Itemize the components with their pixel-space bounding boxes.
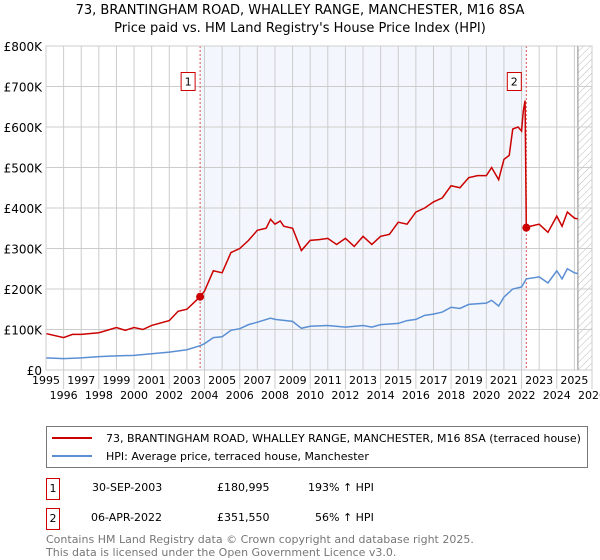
transaction-hpi: 56% ↑ HPI: [315, 511, 374, 524]
transaction-price: £351,550: [217, 511, 270, 524]
y-tick-label: £800K: [4, 40, 44, 54]
marker-badge: [180, 72, 196, 91]
x-tick-label: 2005: [208, 374, 236, 387]
x-tick-label: 2001: [138, 374, 166, 387]
x-tick-label: 1997: [67, 374, 95, 387]
transaction-price: £180,995: [217, 481, 270, 494]
marker-badge: [506, 72, 522, 91]
x-tick-label: 2022: [508, 389, 536, 402]
x-tick-label: 2023: [525, 374, 553, 387]
chart-title: 73, BRANTINGHAM ROAD, WHALLEY RANGE, MAN…: [75, 3, 525, 18]
x-tick-label: 2021: [490, 374, 518, 387]
x-tick-label: 2026: [578, 389, 600, 402]
x-tick-label: 2024: [543, 389, 571, 402]
y-tick-label: £300K: [4, 243, 44, 257]
x-tick-label: 2004: [191, 389, 219, 402]
x-tick-label: 2025: [560, 374, 588, 387]
y-tick-label: £0: [27, 364, 42, 378]
footer-licence: This data is licensed under the Open Gov…: [46, 546, 397, 559]
y-tick-label: £500K: [4, 162, 44, 176]
x-tick-label: 2018: [437, 389, 465, 402]
legend-item-hpi: HPI: Average price, terraced house, Manc…: [47, 447, 369, 465]
legend-label: 73, BRANTINGHAM ROAD, WHALLEY RANGE, MAN…: [106, 431, 581, 445]
footer-copyright: Contains HM Land Registry data © Crown c…: [46, 533, 474, 546]
legend-item-property: 73, BRANTINGHAM ROAD, WHALLEY RANGE, MAN…: [47, 429, 581, 447]
legend-swatch-red: [52, 437, 92, 439]
x-tick-label: 2006: [226, 389, 254, 402]
transaction-hpi: 193% ↑ HPI: [308, 481, 374, 494]
x-tick-label: 2008: [261, 389, 289, 402]
x-tick-label: 2020: [472, 389, 500, 402]
marker-label: 2: [511, 76, 518, 89]
transaction-badge: 2: [46, 508, 60, 530]
plot-border: [45, 45, 593, 371]
transaction-row: 2 06-APR-2022 £351,550 56% ↑ HPI: [46, 508, 600, 530]
x-tick-label: 2012: [331, 389, 359, 402]
x-tick-label: 2002: [155, 389, 183, 402]
y-tick-label: £700K: [4, 81, 44, 95]
x-tick-label: 1996: [50, 389, 78, 402]
x-tick-label: 2016: [402, 389, 430, 402]
sale-point: [196, 292, 205, 301]
marker-label: 1: [185, 76, 192, 89]
x-tick-label: 2011: [314, 374, 342, 387]
y-tick-label: £400K: [4, 202, 44, 216]
x-tick-label: 2015: [384, 374, 412, 387]
transaction-date: 06-APR-2022: [91, 511, 163, 524]
legend-swatch-blue: [52, 455, 92, 457]
series-line-hpi: [45, 267, 579, 360]
sale-point: [522, 223, 531, 232]
transaction-badge: 1: [46, 478, 60, 500]
x-tick-label: 2019: [455, 374, 483, 387]
x-tick-label: 2009: [279, 374, 307, 387]
legend: 73, BRANTINGHAM ROAD, WHALLEY RANGE, MAN…: [46, 426, 588, 468]
transaction-date: 30-SEP-2003: [92, 481, 163, 494]
y-tick-label: £200K: [4, 283, 44, 297]
x-tick-label: 1998: [85, 389, 113, 402]
x-tick-label: 2014: [367, 389, 395, 402]
x-tick-label: 2007: [243, 374, 271, 387]
y-tick-label: £100K: [4, 324, 44, 338]
x-tick-label: 1995: [32, 374, 60, 387]
legend-label: HPI: Average price, terraced house, Manc…: [106, 449, 369, 463]
x-tick-label: 1999: [102, 374, 130, 387]
chart-subtitle: Price paid vs. HM Land Registry's House …: [114, 21, 486, 36]
price-chart: £0 £100K £200K £300K £400K £500K £600K £700K £80…: [4, 40, 600, 402]
x-tick-label: 2017: [419, 374, 447, 387]
x-tick-label: 2013: [349, 374, 377, 387]
x-tick-label: 2000: [120, 389, 148, 402]
series-line-property: [45, 100, 579, 339]
x-tick-label: 2010: [296, 389, 324, 402]
y-tick-label: £600K: [4, 121, 44, 135]
x-tick-label: 2003: [173, 374, 201, 387]
transaction-row: 1 30-SEP-2003 £180,995 193% ↑ HPI: [46, 478, 600, 500]
